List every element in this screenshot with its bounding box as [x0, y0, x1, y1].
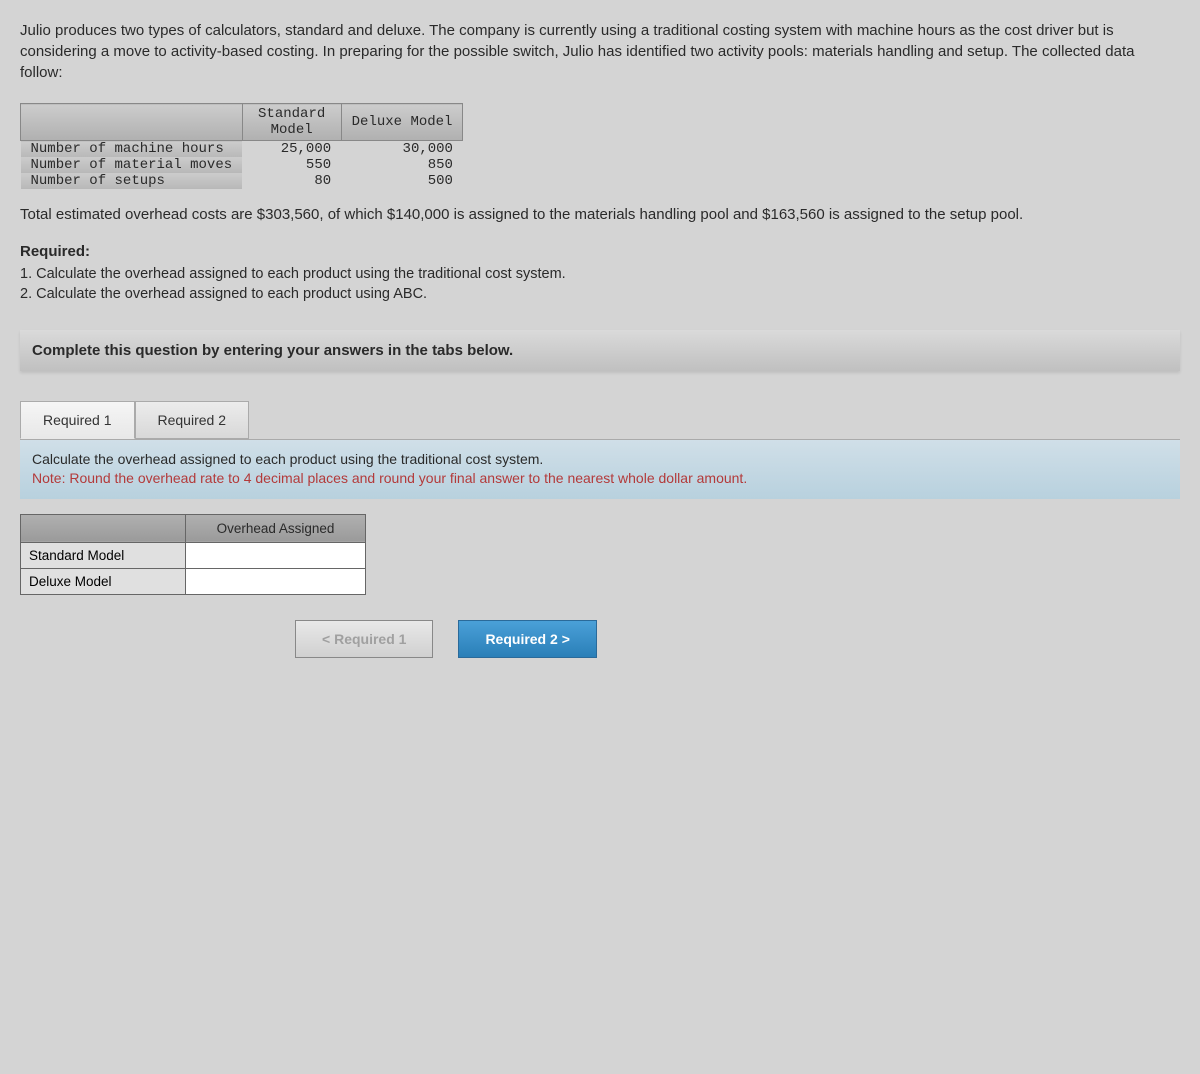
next-button[interactable]: Required 2 > — [458, 620, 596, 658]
answer-input-deluxe[interactable] — [186, 568, 366, 594]
data-cell: 850 — [341, 157, 463, 173]
tab-required-1[interactable]: Required 1 — [20, 401, 135, 439]
chevron-right-icon: > — [562, 631, 570, 647]
prev-button[interactable]: < Required 1 — [295, 620, 433, 658]
next-button-label: Required 2 — [485, 631, 557, 647]
instruction-main: Calculate the overhead assigned to each … — [32, 451, 543, 467]
data-header-empty — [21, 104, 243, 141]
required-heading: Required: — [20, 243, 1180, 260]
answer-input-standard[interactable] — [186, 542, 366, 568]
chevron-left-icon: < — [322, 631, 330, 647]
data-row-label: Number of material moves — [21, 157, 243, 173]
data-cell: 25,000 — [242, 141, 341, 158]
complete-instruction-bar: Complete this question by entering your … — [20, 330, 1180, 371]
tab-required-2[interactable]: Required 2 — [135, 401, 250, 439]
data-header-deluxe: Deluxe Model — [341, 104, 463, 141]
prev-button-label: Required 1 — [334, 631, 406, 647]
data-header-standard: Standard Model — [242, 104, 341, 141]
required-item-1: 1. Calculate the overhead assigned to ea… — [20, 264, 1180, 284]
tabs-container: Required 1 Required 2 — [20, 401, 1180, 439]
data-cell: 550 — [242, 157, 341, 173]
total-overhead-text: Total estimated overhead costs are $303,… — [20, 204, 1180, 225]
answer-header-overhead: Overhead Assigned — [186, 514, 366, 542]
problem-intro: Julio produces two types of calculators,… — [20, 20, 1180, 83]
required-item-2: 2. Calculate the overhead assigned to ea… — [20, 284, 1180, 304]
data-cell: 30,000 — [341, 141, 463, 158]
answer-table: Overhead Assigned Standard Model Deluxe … — [20, 514, 366, 595]
instruction-note: Note: Round the overhead rate to 4 decim… — [32, 470, 747, 486]
instruction-bar: Calculate the overhead assigned to each … — [20, 440, 1180, 499]
data-row-label: Number of machine hours — [21, 141, 243, 158]
answer-header-empty — [21, 514, 186, 542]
nav-buttons: < Required 1 Required 2 > — [295, 620, 1180, 658]
data-cell: 500 — [341, 173, 463, 189]
data-row-label: Number of setups — [21, 173, 243, 189]
data-table: Standard Model Deluxe Model Number of ma… — [20, 103, 463, 189]
data-cell: 80 — [242, 173, 341, 189]
answer-row-deluxe: Deluxe Model — [21, 568, 186, 594]
answer-row-standard: Standard Model — [21, 542, 186, 568]
